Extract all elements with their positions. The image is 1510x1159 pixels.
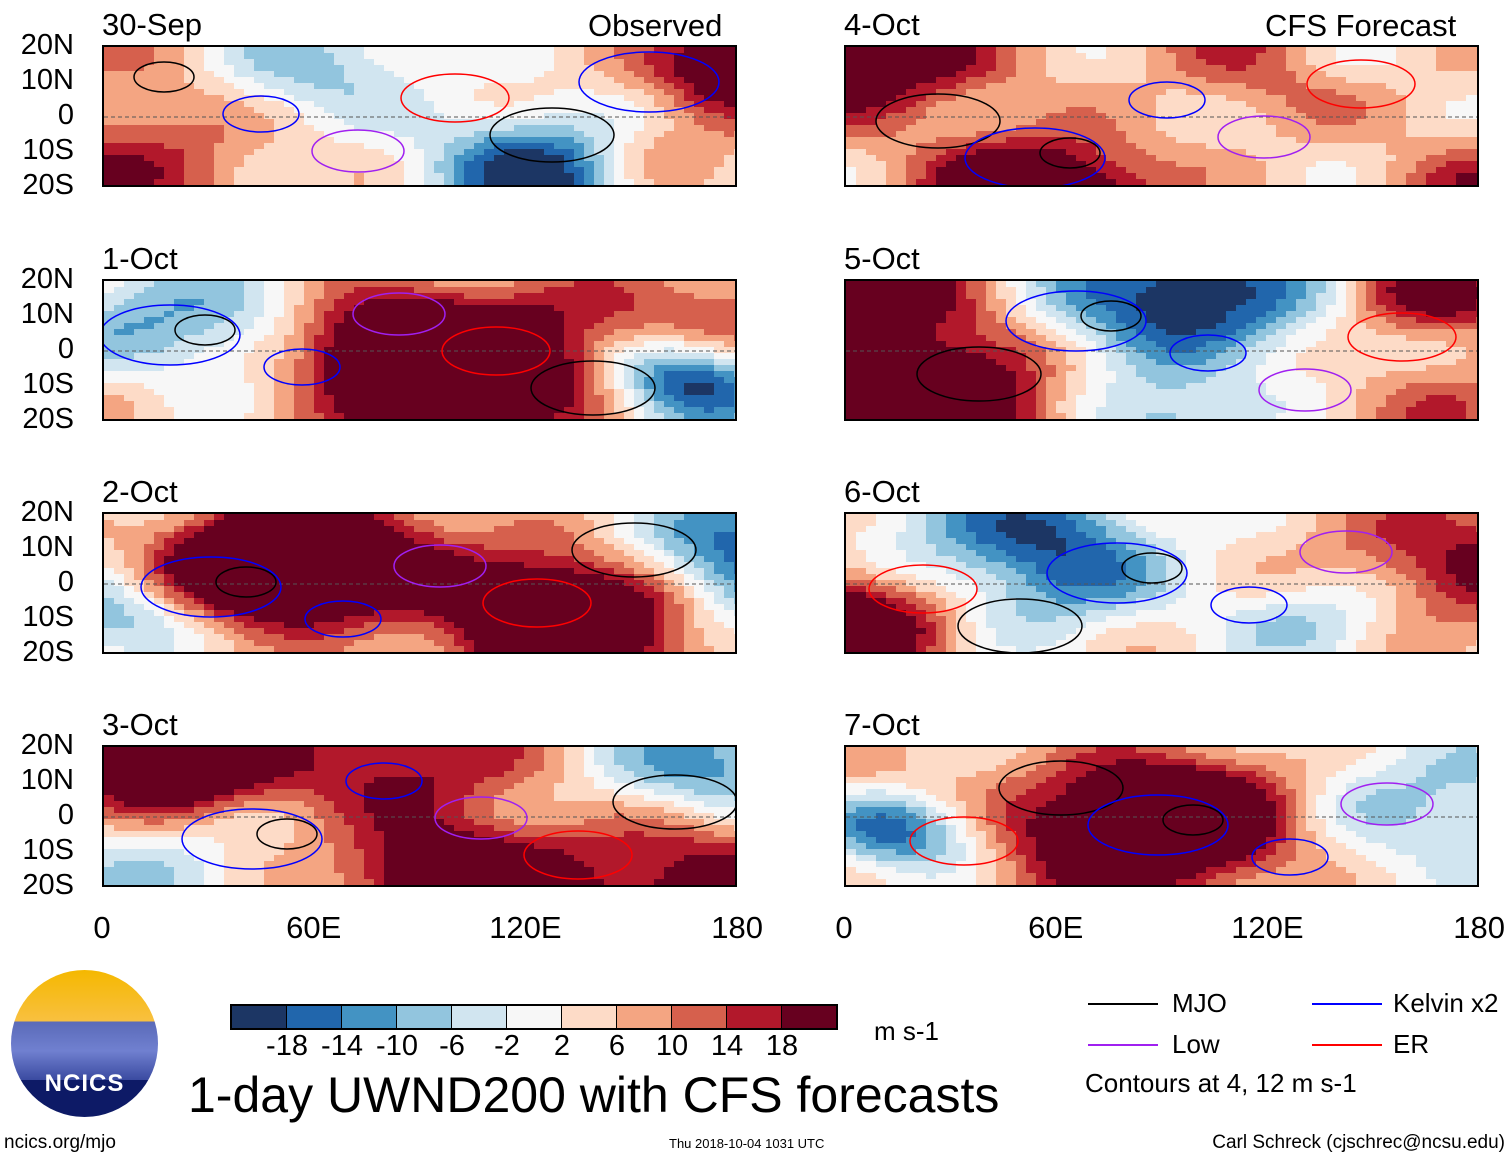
- lat-label: 10S: [22, 601, 74, 633]
- lat-label: 10N: [20, 64, 74, 96]
- lon-label: 0: [835, 910, 853, 945]
- colorbar-label: 2: [553, 1030, 571, 1062]
- lat-label: 0: [57, 333, 74, 365]
- lat-label: 10N: [20, 531, 74, 563]
- lon-label: 120E: [489, 910, 562, 945]
- colorbar-label: 14: [710, 1030, 744, 1062]
- lat-label: 20N: [20, 29, 74, 61]
- lat-label: 10S: [22, 134, 74, 166]
- colorbar-label: -14: [321, 1030, 363, 1062]
- lat-label: 10S: [22, 834, 74, 866]
- colorbar-units: m s-1: [874, 1016, 939, 1046]
- colorbar-label: -18: [266, 1030, 308, 1062]
- map-panel-30-Sep: [102, 45, 737, 187]
- lon-label: 120E: [1231, 910, 1304, 945]
- lon-label: 180: [1453, 910, 1505, 945]
- colorbar-swatch: [287, 1006, 342, 1028]
- map-panel-5-Oct: [844, 279, 1479, 421]
- panel-date: 4-Oct: [844, 7, 920, 42]
- lat-label: 20S: [22, 636, 74, 668]
- figure-title: 1-day UWND200 with CFS forecasts: [188, 1067, 1000, 1123]
- legend-line-kelvin: [1312, 1003, 1382, 1005]
- lat-label: 20S: [22, 403, 74, 435]
- lat-label: 20N: [20, 496, 74, 528]
- lat-label: 0: [57, 566, 74, 598]
- lat-label: 20N: [20, 263, 74, 295]
- lat-label: 10S: [22, 368, 74, 400]
- map-panel-3-Oct: [102, 745, 737, 887]
- panel-date: 30-Sep: [102, 7, 202, 42]
- panel-date: 3-Oct: [102, 707, 178, 742]
- colorbar-label: 18: [765, 1030, 799, 1062]
- lat-label: 10N: [20, 298, 74, 330]
- colorbar-label: -2: [494, 1030, 520, 1062]
- panel-date: 5-Oct: [844, 241, 920, 276]
- legend-line-low: [1088, 1044, 1158, 1046]
- colorbar-swatch: [452, 1006, 507, 1028]
- lat-label: 0: [57, 799, 74, 831]
- colorbar-swatch: [782, 1006, 836, 1028]
- lon-label: 0: [93, 910, 111, 945]
- contour-note: Contours at 4, 12 m s-1: [1085, 1068, 1357, 1098]
- legend-label-kelvin: Kelvin x2: [1393, 988, 1499, 1018]
- lon-label: 180: [711, 910, 763, 945]
- author: Carl Schreck (cjschrec@ncsu.edu): [1212, 1132, 1505, 1153]
- map-panel-4-Oct: [844, 45, 1479, 187]
- colorbar-swatch: [727, 1006, 782, 1028]
- colorbar-swatch: [232, 1006, 287, 1028]
- lat-label: 20S: [22, 169, 74, 201]
- colorbar-swatch: [342, 1006, 397, 1028]
- colorbar-label: 10: [655, 1030, 689, 1062]
- site-url: ncics.org/mjo: [4, 1132, 116, 1153]
- colorbar-swatch: [617, 1006, 672, 1028]
- map-panel-7-Oct: [844, 745, 1479, 887]
- map-panel-6-Oct: [844, 512, 1479, 654]
- legend-label-mjo: MJO: [1172, 988, 1227, 1018]
- panel-date: 7-Oct: [844, 707, 920, 742]
- panel-date: 6-Oct: [844, 474, 920, 509]
- colorbar-label: 6: [608, 1030, 626, 1062]
- colorbar-swatch: [672, 1006, 727, 1028]
- legend-label-low: Low: [1172, 1029, 1220, 1059]
- legend-line-mjo: [1088, 1003, 1158, 1005]
- observed-header: Observed: [588, 8, 723, 43]
- map-panel-2-Oct: [102, 512, 737, 654]
- lat-label: 0: [57, 99, 74, 131]
- lat-label: 10N: [20, 764, 74, 796]
- timestamp: Thu 2018-10-04 1031 UTC: [669, 1136, 825, 1151]
- colorbar: [230, 1004, 838, 1030]
- colorbar-label: -6: [439, 1030, 465, 1062]
- map-panel-1-Oct: [102, 279, 737, 421]
- colorbar-swatch: [507, 1006, 562, 1028]
- forecast-header: CFS Forecast: [1265, 8, 1457, 43]
- colorbar-swatch: [397, 1006, 452, 1028]
- lat-label: 20S: [22, 869, 74, 901]
- colorbar-swatch: [562, 1006, 617, 1028]
- lon-label: 60E: [1028, 910, 1084, 945]
- legend-label-er: ER: [1393, 1029, 1430, 1059]
- ncics-logo: NCICS: [11, 970, 158, 1117]
- legend-line-er: [1312, 1044, 1382, 1046]
- logo-text: NCICS: [44, 1070, 125, 1097]
- colorbar-label: -10: [376, 1030, 418, 1062]
- panel-date: 2-Oct: [102, 474, 178, 509]
- lat-label: 20N: [20, 729, 74, 761]
- panel-date: 1-Oct: [102, 241, 178, 276]
- lon-label: 60E: [286, 910, 342, 945]
